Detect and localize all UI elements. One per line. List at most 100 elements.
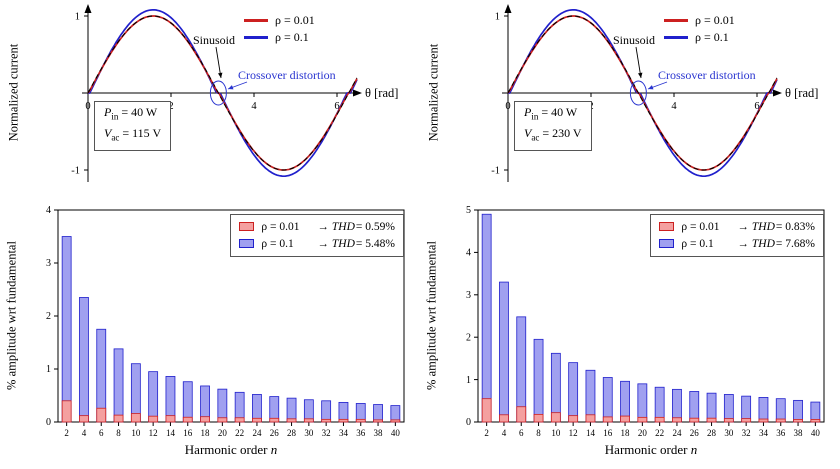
bar-rho-0.1 bbox=[481, 213, 492, 423]
bar-rho-0.01 bbox=[200, 416, 210, 423]
y-tick-label: 0 bbox=[46, 417, 51, 428]
x-tick-label: 36 bbox=[776, 428, 786, 438]
legend-arrow: → bbox=[737, 237, 749, 250]
x-tick-label: 32 bbox=[742, 428, 751, 438]
x-tick-label: 18 bbox=[201, 428, 211, 438]
x-tick-label: 6 bbox=[519, 428, 524, 438]
x-axis-label: Harmonic order n bbox=[478, 442, 824, 458]
legend-item: ρ = 0.1 bbox=[664, 29, 735, 46]
legend-label: ρ = 0.1 bbox=[695, 30, 729, 44]
bar-rho-0.1 bbox=[723, 394, 734, 423]
annotation-sinusoid: Sinusoid bbox=[193, 33, 236, 47]
bar-rho-0.01 bbox=[741, 418, 752, 423]
bar-rho-0.1 bbox=[165, 376, 176, 423]
y-axis-label: Normalized current bbox=[426, 43, 441, 142]
bar-rho-0.01 bbox=[148, 415, 159, 423]
legend-arrow: → bbox=[737, 220, 749, 233]
annotation-sinusoid: Sinusoid bbox=[613, 33, 656, 47]
bar-rho-0.01 bbox=[96, 407, 107, 423]
x-tick-label: 18 bbox=[621, 428, 631, 438]
bar-rho-0.01 bbox=[269, 417, 280, 423]
legend-item: ρ = 0.1 → THD = 7.68% bbox=[659, 235, 815, 252]
legend-label: ρ = 0.01 bbox=[695, 13, 735, 27]
bar-rho-0.01 bbox=[355, 418, 366, 423]
annotation-crossover: Crossover distortion bbox=[238, 68, 336, 82]
param-subscript: in bbox=[111, 111, 119, 122]
param-value: = 115 V bbox=[119, 126, 162, 141]
x-tick-label: 34 bbox=[339, 428, 349, 438]
legend-thd-label: THD bbox=[331, 220, 355, 233]
bar-rho-0.01 bbox=[182, 416, 193, 423]
bar-rho-0.1 bbox=[758, 397, 769, 423]
legend-rho: ρ = 0.01 bbox=[681, 220, 720, 233]
bar-rho-0.01 bbox=[758, 418, 769, 423]
x-tick-label: 14 bbox=[586, 428, 596, 438]
bar-rho-0.1 bbox=[79, 297, 89, 423]
x-tick-label: 20 bbox=[218, 428, 228, 438]
sinusoid-arrow-head bbox=[217, 72, 223, 78]
x-tick-label: 0 bbox=[85, 101, 90, 112]
legend-thd-label: THD bbox=[331, 237, 355, 250]
param-subscript: in bbox=[531, 111, 539, 122]
y-tick-label: -1 bbox=[71, 166, 80, 177]
sine-chart-115v: 02461-1 Normalized current θ [rad] ρ = 0… bbox=[0, 0, 420, 200]
legend-thd-value: = 5.48% bbox=[355, 237, 395, 250]
bar-rho-0.1 bbox=[672, 388, 682, 423]
legend-box: ρ = 0.01 → THD = 0.83% ρ = 0.1 → THD = 7… bbox=[650, 214, 824, 257]
bar-rho-0.1 bbox=[602, 377, 613, 423]
param-voltage: Vac = 230 V bbox=[524, 125, 582, 146]
bar-rho-0.01 bbox=[793, 419, 803, 423]
param-symbol: V bbox=[524, 126, 532, 141]
y-tick-label: 3 bbox=[466, 290, 471, 301]
bar-rho-0.1 bbox=[373, 404, 383, 423]
x-tick-label: 20 bbox=[638, 428, 648, 438]
legend-label: ρ = 0.1 bbox=[275, 30, 309, 44]
x-tick-label: 40 bbox=[391, 428, 401, 438]
x-tick-label: 4 bbox=[82, 428, 87, 438]
x-tick-label: 6 bbox=[334, 101, 339, 112]
legend-swatch-blue bbox=[239, 239, 255, 248]
param-voltage: Vac = 115 V bbox=[104, 125, 161, 146]
bar-rho-0.01 bbox=[113, 414, 124, 423]
x-axis-label-text: Harmonic order bbox=[184, 442, 271, 457]
y-tick-label: 5 bbox=[466, 205, 471, 216]
bar-rho-0.01 bbox=[568, 415, 579, 423]
legend-item: ρ = 0.01 bbox=[244, 12, 315, 29]
legend-arrow: → bbox=[317, 220, 329, 233]
x-tick-label: 24 bbox=[252, 428, 262, 438]
legend-rho: ρ = 0.1 bbox=[681, 237, 714, 250]
bar-rho-0.01 bbox=[637, 416, 648, 423]
bar-rho-0.01 bbox=[654, 416, 665, 423]
x-tick-label: 4 bbox=[251, 101, 257, 112]
x-axis-label: Harmonic order n bbox=[58, 442, 404, 458]
param-symbol: P bbox=[524, 105, 532, 119]
crossover-arrow-head bbox=[228, 85, 234, 90]
harmonics-chart-115v: 0 1 2 3 4 2 4 6 8 10 12 14 16 18 20 22 24 26 28 30 32 34 36 38 4… bbox=[0, 200, 420, 469]
bar-rho-0.1 bbox=[741, 395, 752, 423]
legend-item: ρ = 0.01 bbox=[664, 12, 735, 29]
x-tick-label: 8 bbox=[536, 428, 541, 438]
param-power: Pin = 40 W bbox=[104, 104, 161, 125]
legend-box: ρ = 0.01 → THD = 0.59% ρ = 0.1 → THD = 5… bbox=[230, 214, 404, 257]
bar-rho-0.01 bbox=[516, 406, 527, 423]
x-axis-label-symbol: n bbox=[270, 442, 278, 457]
x-tick-label: 32 bbox=[322, 428, 331, 438]
sine-plot-svg-115v: 02461-1 bbox=[71, 4, 362, 182]
x-tick-label: 38 bbox=[374, 428, 384, 438]
legend-thd-value: = 7.68% bbox=[775, 237, 815, 250]
x-tick-label: 40 bbox=[811, 428, 821, 438]
x-axis-label-text: Harmonic order bbox=[604, 442, 691, 457]
legend-swatch-red bbox=[659, 222, 675, 231]
x-tick-label: 6 bbox=[754, 101, 759, 112]
x-tick-label: 12 bbox=[569, 428, 578, 438]
bar-rho-0.01 bbox=[373, 419, 383, 423]
parameter-box: Pin = 40 W Vac = 230 V bbox=[514, 101, 592, 151]
bar-rho-0.01 bbox=[706, 417, 717, 423]
param-power: Pin = 40 W bbox=[524, 104, 582, 125]
y-tick-label: -1 bbox=[491, 166, 500, 177]
bar-rho-0.1 bbox=[706, 392, 717, 423]
bar-rho-0.1 bbox=[516, 316, 527, 423]
bar-rho-0.1 bbox=[499, 281, 509, 423]
